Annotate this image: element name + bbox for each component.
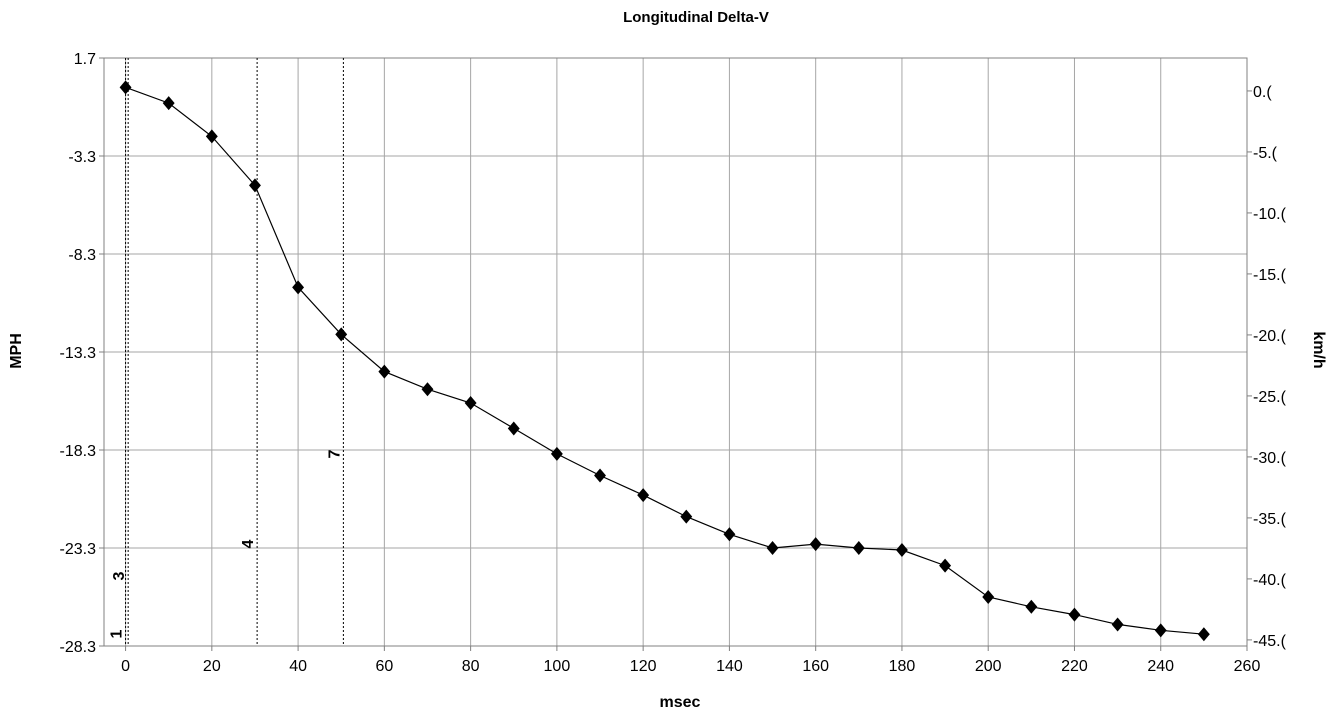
data-point bbox=[723, 527, 736, 542]
chart-title: Longitudinal Delta-V bbox=[623, 9, 769, 26]
plot-frame bbox=[103, 57, 1248, 647]
x-tick-label: 40 bbox=[289, 658, 307, 675]
y2-tick-label: -30.( bbox=[1253, 450, 1287, 467]
x-tick-label: 100 bbox=[544, 658, 571, 675]
event-marker-label: 3 bbox=[111, 571, 128, 580]
y2-tick-label: -5.( bbox=[1253, 145, 1278, 162]
x-tick-label: 140 bbox=[716, 658, 743, 675]
data-point bbox=[550, 446, 563, 461]
y-tick-label: -28.3 bbox=[60, 639, 97, 656]
data-point bbox=[852, 541, 865, 555]
data-point bbox=[249, 178, 261, 193]
y-axis-title: MPH bbox=[8, 333, 25, 369]
y2-tick-label: 0.( bbox=[1253, 84, 1272, 101]
data-point bbox=[205, 129, 218, 144]
x-tick-label: 260 bbox=[1234, 658, 1261, 675]
data-point bbox=[464, 395, 477, 410]
x-tick-label: 160 bbox=[802, 658, 829, 675]
event-markers: 1 3 4 7 bbox=[109, 58, 344, 646]
series-points bbox=[119, 80, 1210, 642]
y2-tick-label: -45.( bbox=[1253, 633, 1287, 650]
x-tick-labels: 0 20 40 60 80 100 120 140 160 180 200 220 240 260 bbox=[121, 658, 1260, 675]
data-point bbox=[895, 542, 908, 557]
event-marker-label: 1 bbox=[109, 629, 126, 638]
x-tick-label: 0 bbox=[121, 658, 130, 675]
x-tick-label: 200 bbox=[975, 658, 1002, 675]
data-point bbox=[680, 509, 693, 524]
y2-tick-label: -25.( bbox=[1253, 389, 1287, 406]
y-tick-labels: 1.7 -3.3 -8.3 -13.3 -18.3 -23.3 -28.3 bbox=[60, 51, 97, 656]
x-tick-label: 20 bbox=[203, 658, 221, 675]
event-marker-label: 4 bbox=[240, 539, 257, 548]
data-point bbox=[939, 558, 952, 573]
y-tick-label: -23.3 bbox=[60, 541, 97, 558]
y-tick-label: -3.3 bbox=[68, 149, 96, 166]
data-point bbox=[1197, 627, 1210, 642]
y-tick-label: 1.7 bbox=[74, 51, 96, 68]
data-point bbox=[982, 590, 995, 604]
data-point bbox=[335, 327, 348, 342]
y2-tick-labels: 0.( -5.( -10.( -15.( -20.( -25.( -30.( -35.( -40… bbox=[1247, 84, 1287, 650]
data-point bbox=[1068, 607, 1081, 622]
y-tick-label: -8.3 bbox=[68, 247, 96, 264]
vertical-gridlines bbox=[125, 58, 1248, 651]
data-point bbox=[1111, 617, 1124, 632]
x-tick-label: 220 bbox=[1061, 658, 1088, 675]
event-marker-label: 7 bbox=[326, 449, 343, 458]
y2-tick-label: -20.( bbox=[1253, 328, 1287, 345]
data-point bbox=[507, 421, 520, 436]
data-point bbox=[378, 364, 391, 379]
plot-area-border bbox=[103, 57, 1248, 647]
y-tick-label: -18.3 bbox=[60, 443, 97, 460]
data-point bbox=[1154, 623, 1167, 638]
y2-tick-label: -15.( bbox=[1253, 267, 1287, 284]
data-point bbox=[162, 96, 175, 111]
data-point bbox=[1025, 599, 1038, 614]
x-tick-label: 180 bbox=[889, 658, 916, 675]
data-point bbox=[766, 541, 779, 555]
x-tick-label: 120 bbox=[630, 658, 657, 675]
x-tick-label: 80 bbox=[462, 658, 480, 675]
data-point bbox=[809, 537, 822, 552]
y2-axis-title: km/h bbox=[1310, 331, 1327, 368]
x-tick-label: 60 bbox=[375, 658, 393, 675]
series-line-group bbox=[125, 86, 1204, 635]
y-tick-label: -13.3 bbox=[60, 345, 97, 362]
y2-tick-label: -40.( bbox=[1253, 572, 1287, 589]
data-point bbox=[421, 382, 434, 397]
data-point bbox=[119, 80, 132, 95]
y2-tick-label: -10.( bbox=[1253, 206, 1287, 223]
x-tick-label: 240 bbox=[1147, 658, 1174, 675]
data-point bbox=[292, 280, 305, 295]
series-line bbox=[125, 86, 1204, 635]
data-point bbox=[637, 488, 650, 503]
x-axis-title: msec bbox=[660, 694, 701, 711]
data-point bbox=[594, 468, 606, 483]
y2-tick-label: -35.( bbox=[1253, 511, 1287, 528]
